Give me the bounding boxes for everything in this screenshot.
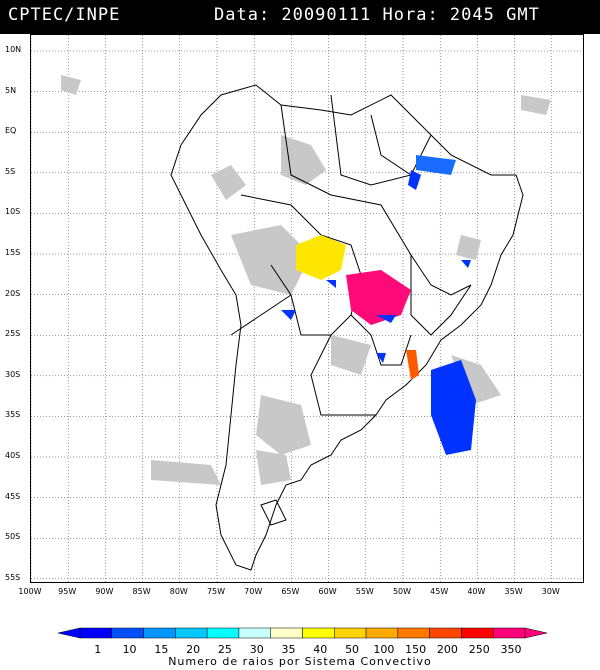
system-yellow [296, 235, 346, 280]
lon-label: 30W [541, 587, 560, 596]
legend-label: 15 [154, 643, 169, 656]
lat-label: 20S [5, 288, 21, 298]
color-legend [57, 627, 548, 639]
lat-label: 5S [5, 166, 16, 176]
lat-label: 30S [5, 369, 21, 379]
lon-label: 50W [392, 587, 412, 596]
lon-label: 55W [355, 587, 374, 596]
lat-label: 10N [5, 45, 22, 54]
legend-label: 200 [436, 643, 458, 656]
lon-label: 45W [430, 587, 449, 596]
legend-swatch [270, 627, 303, 639]
legend-label: 250 [468, 643, 490, 656]
legend-swatch [302, 627, 335, 639]
lat-label: 15S [5, 248, 21, 257]
legend-swatch [238, 627, 271, 639]
system-blue-c [376, 315, 396, 323]
lon-label: 85W [132, 587, 151, 596]
lon-label: 60W [318, 587, 337, 596]
cloud-cover [61, 75, 551, 485]
lon-label: 40W [467, 587, 486, 596]
lon-label: 80W [169, 587, 188, 596]
lon-label: 100W [18, 587, 42, 596]
datetime-label: Data: 20090111 Hora: 2045 GMT [214, 5, 540, 25]
legend-label: 30 [249, 643, 264, 656]
system-blue-b [326, 280, 336, 288]
lat-label: 5N [5, 85, 17, 95]
lon-label: 95W [58, 587, 77, 596]
source-label: CPTEC/INPE [8, 5, 121, 25]
legend-swatch [334, 627, 367, 639]
legend-label: 10 [122, 643, 137, 656]
lat-label: 45S [5, 491, 21, 501]
system-orange [406, 350, 419, 380]
map-canvas [31, 35, 583, 582]
legend-arrow-right [524, 627, 548, 639]
legend-swatch [365, 627, 399, 639]
legend-swatch [206, 627, 240, 639]
legend-arrow-left [57, 627, 81, 639]
continent-outline [170, 84, 524, 571]
legend-label: 150 [405, 643, 427, 656]
lat-label: 40S [5, 451, 21, 460]
legend-swatch [461, 627, 494, 639]
lon-label: 75W [206, 587, 226, 596]
system-blue-small [408, 170, 421, 190]
legend-swatch [111, 627, 144, 639]
lat-label: 10S [5, 207, 21, 217]
legend-label: 100 [373, 643, 395, 656]
lon-label: 65W [281, 587, 300, 596]
lon-label: 90W [95, 587, 114, 596]
legend-swatch [175, 627, 208, 639]
system-lightblue [416, 155, 456, 175]
lon-label: 70W [244, 587, 263, 596]
legend-swatch [143, 627, 176, 639]
legend-label: 350 [500, 643, 522, 656]
legend-label: 20 [186, 643, 201, 656]
graticule [31, 35, 583, 582]
system-magenta [346, 270, 411, 325]
system-blue-e [461, 260, 471, 268]
system-blue-large [431, 360, 476, 455]
map-header: CPTEC/INPE Data: 20090111 Hora: 2045 GMT [0, 0, 600, 34]
lat-label: 25S [5, 329, 21, 339]
legend-label: 25 [217, 643, 232, 656]
lat-label: 55S [5, 572, 21, 582]
legend-label: 35 [281, 643, 296, 656]
legend-swatch [397, 627, 430, 639]
legend-caption: Numero de raios por Sistema Convectivo [168, 655, 432, 668]
legend-label: 1 [94, 643, 102, 656]
lat-label: EQ [5, 126, 17, 136]
lon-label: 35W [504, 587, 523, 596]
lat-label: 50S [5, 532, 21, 542]
system-blue-d [376, 353, 386, 363]
convective-systems [281, 155, 476, 455]
map-panel [30, 34, 584, 583]
legend-swatch [492, 627, 526, 639]
legend-swatch [429, 627, 462, 639]
lat-label: 35S [5, 410, 21, 420]
system-blue-a [281, 310, 296, 320]
legend-swatch [79, 627, 113, 639]
legend-label: 40 [313, 643, 328, 656]
legend-label: 50 [345, 643, 360, 656]
